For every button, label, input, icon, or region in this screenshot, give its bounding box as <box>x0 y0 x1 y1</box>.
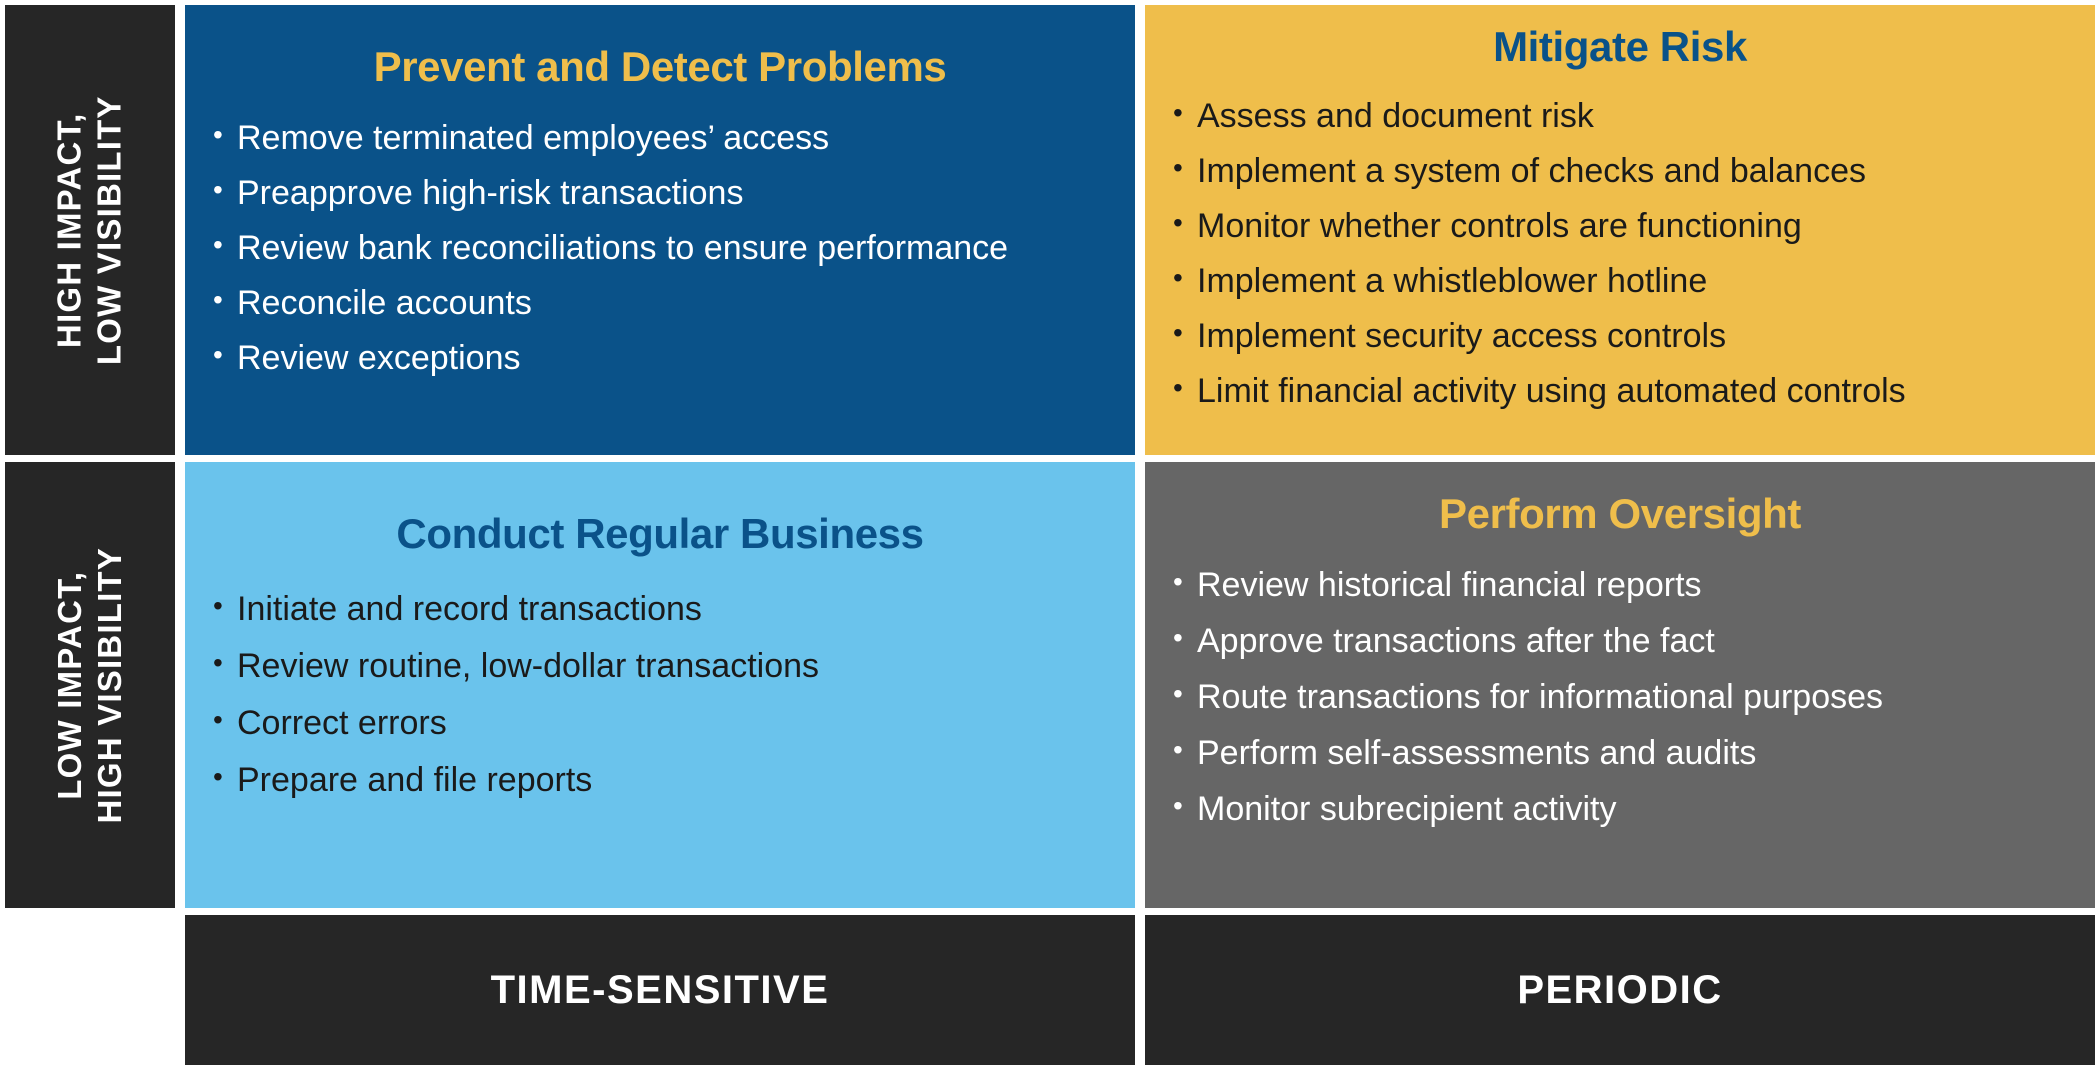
list-item: Implement a system of checks and balance… <box>1171 154 2069 188</box>
list-item: Reconcile accounts <box>211 286 1109 320</box>
quadrant-perform-oversight: Perform Oversight Review historical fina… <box>1145 462 2095 908</box>
list-item: Perform self-assessments and audits <box>1171 736 2069 770</box>
row-label-line-1: LOW IMPACT, <box>50 570 88 800</box>
list-item: Limit financial activity using automated… <box>1171 374 2069 408</box>
list-item: Review historical financial reports <box>1171 568 2069 602</box>
list-item: Monitor subrecipient activity <box>1171 792 2069 826</box>
quadrant-conduct-regular-business: Conduct Regular Business Initiate and re… <box>185 462 1135 908</box>
row-label-high-impact-low-visibility: HIGH IMPACT, LOW VISIBILITY <box>5 5 175 455</box>
column-label-text: TIME-SENSITIVE <box>490 967 830 1012</box>
list-item: Prepare and file reports <box>211 763 1109 797</box>
column-label-periodic: PERIODIC <box>1145 915 2095 1065</box>
list-item: Review bank reconciliations to ensure pe… <box>211 231 1109 265</box>
quadrant-item-list: Remove terminated employees’ access Prea… <box>211 121 1109 375</box>
list-item: Review exceptions <box>211 341 1109 375</box>
list-item: Remove terminated employees’ access <box>211 121 1109 155</box>
list-item: Assess and document risk <box>1171 99 2069 133</box>
quadrant-item-list: Review historical financial reports Appr… <box>1171 568 2069 826</box>
quadrant-mitigate-risk: Mitigate Risk Assess and document risk I… <box>1145 5 2095 455</box>
row-label-low-impact-high-visibility: LOW IMPACT, HIGH VISIBILITY <box>5 462 175 908</box>
quadrant-prevent-and-detect-problems: Prevent and Detect Problems Remove termi… <box>185 5 1135 455</box>
list-item: Correct errors <box>211 706 1109 740</box>
row-label-line-1: HIGH IMPACT, <box>50 112 88 348</box>
quadrant-item-list: Initiate and record transactions Review … <box>211 592 1109 797</box>
quadrant-title: Mitigate Risk <box>1493 23 1747 70</box>
list-item: Preapprove high-risk transactions <box>211 176 1109 210</box>
row-label-line-2: HIGH VISIBILITY <box>91 546 128 824</box>
list-item: Review routine, low-dollar transactions <box>211 649 1109 683</box>
list-item: Route transactions for informational pur… <box>1171 680 2069 714</box>
quadrant-item-list: Assess and document risk Implement a sys… <box>1171 99 2069 408</box>
list-item: Implement security access controls <box>1171 319 2069 353</box>
list-item: Approve transactions after the fact <box>1171 624 2069 658</box>
list-item: Initiate and record transactions <box>211 592 1109 626</box>
row-label-text: HIGH IMPACT, LOW VISIBILITY <box>50 95 131 365</box>
list-item: Monitor whether controls are functioning <box>1171 209 2069 243</box>
quadrant-title: Conduct Regular Business <box>396 510 924 557</box>
row-label-text: LOW IMPACT, HIGH VISIBILITY <box>50 547 131 824</box>
quadrant-title: Prevent and Detect Problems <box>373 43 947 90</box>
column-label-text: PERIODIC <box>1517 967 1723 1012</box>
row-label-line-2: LOW VISIBILITY <box>91 95 129 365</box>
list-item: Implement a whistleblower hotline <box>1171 264 2069 298</box>
quadrant-title: Perform Oversight <box>1439 490 1801 537</box>
column-label-time-sensitive: TIME-SENSITIVE <box>185 915 1135 1065</box>
